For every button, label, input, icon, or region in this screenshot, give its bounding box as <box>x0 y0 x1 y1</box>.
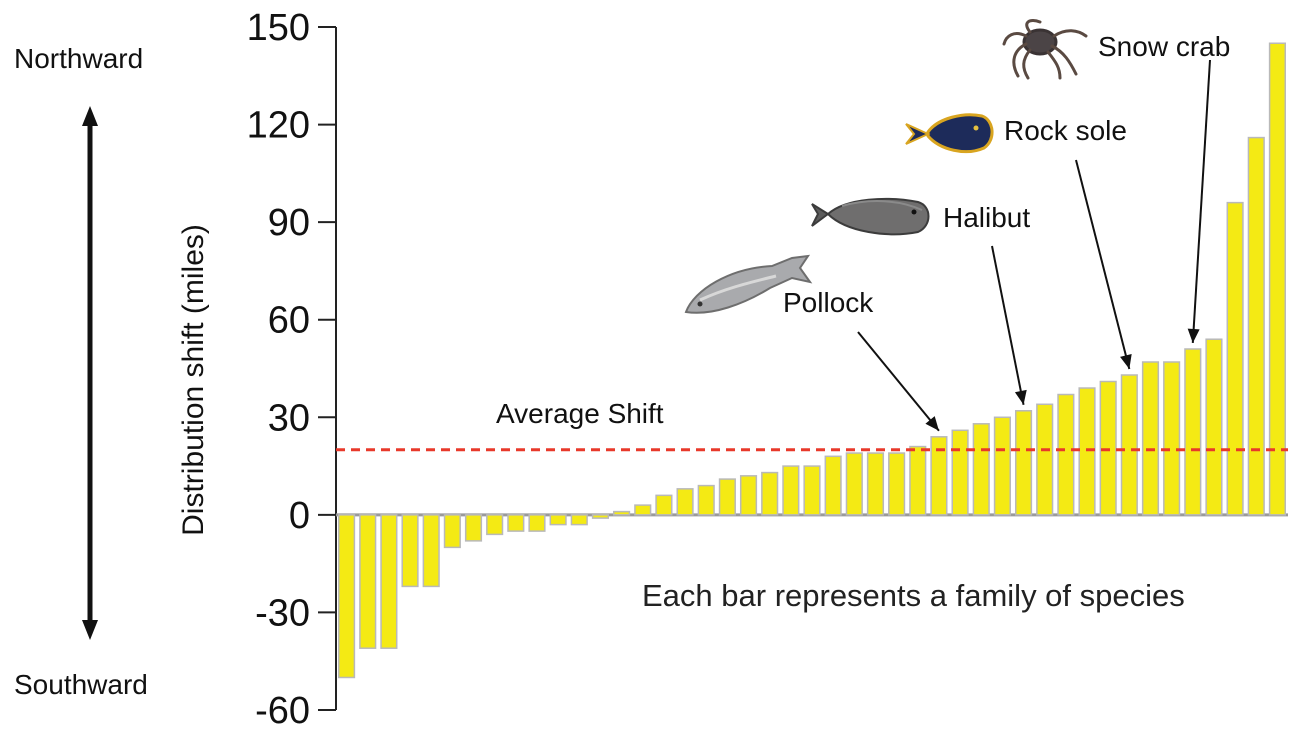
y-axis: -60 -30 0 30 60 90 120 150 <box>247 7 1288 729</box>
bar <box>591 514 610 519</box>
bar <box>1247 136 1265 516</box>
arrowhead-icon <box>1120 353 1132 370</box>
bar <box>613 510 631 516</box>
y-tick-label: 150 <box>247 7 310 49</box>
bar <box>549 514 567 526</box>
bar <box>993 416 1011 516</box>
bar <box>930 436 948 516</box>
halibut-icon <box>811 197 930 236</box>
pollock-label: Pollock <box>783 287 874 318</box>
y-tick-label: -60 <box>255 690 310 729</box>
bar <box>1078 387 1096 516</box>
bar <box>1163 361 1181 516</box>
bar <box>464 514 483 542</box>
southward-label: Southward <box>14 669 148 700</box>
bar <box>1268 42 1286 516</box>
bar <box>1014 410 1033 516</box>
bar <box>528 514 546 532</box>
bar <box>824 455 842 516</box>
arrowhead-icon <box>1187 328 1200 343</box>
annotation-arrow <box>1075 159 1131 370</box>
bar <box>1120 374 1138 516</box>
bar <box>443 514 461 549</box>
bar <box>401 514 419 588</box>
down-arrow-icon <box>82 620 98 640</box>
bar <box>570 514 588 526</box>
bar-explanation-note: Each bar represents a family of species <box>642 578 1185 613</box>
bar <box>422 514 440 588</box>
direction-indicator: Northward Southward <box>14 43 148 700</box>
bar <box>803 465 821 516</box>
bar <box>866 452 885 516</box>
bar <box>507 514 525 532</box>
y-tick-label: 30 <box>268 397 310 439</box>
bar <box>1036 403 1054 516</box>
bars <box>338 42 1286 679</box>
arrowhead-icon <box>925 416 939 431</box>
y-tick-label: 0 <box>289 495 310 537</box>
y-tick-label: -30 <box>255 592 310 634</box>
bar <box>761 471 779 516</box>
annotation-arrow <box>991 245 1025 405</box>
bar <box>782 465 800 516</box>
up-arrow-icon <box>82 106 98 126</box>
annotation-arrow <box>857 331 940 432</box>
bar <box>1205 338 1223 516</box>
bar <box>845 452 863 516</box>
snow-crab-label: Snow crab <box>1098 31 1230 62</box>
pollock-icon <box>684 254 813 314</box>
bar <box>951 429 969 516</box>
bar <box>1184 348 1202 516</box>
arrowhead-icon <box>1014 389 1027 405</box>
halibut-label: Halibut <box>943 202 1030 233</box>
bar <box>676 488 694 516</box>
bar <box>972 423 990 516</box>
rock-sole-label: Rock sole <box>1004 115 1127 146</box>
rock-sole-icon <box>905 113 994 154</box>
y-tick-label: 90 <box>268 202 310 244</box>
bar <box>338 514 356 679</box>
bar <box>380 514 398 649</box>
bar <box>1057 393 1075 516</box>
northward-label: Northward <box>14 43 143 74</box>
y-tick-label: 60 <box>268 300 310 342</box>
bar <box>1141 361 1160 516</box>
snow-crab-icon <box>1002 18 1088 80</box>
bar <box>1226 201 1244 516</box>
bar <box>634 504 652 516</box>
bar <box>359 514 377 649</box>
y-tick-label: 120 <box>247 105 310 147</box>
y-axis-label: Distribution shift (miles) <box>177 224 210 536</box>
bar <box>718 478 736 516</box>
bar <box>697 484 715 516</box>
annotation-arrow <box>1191 59 1211 344</box>
average-shift-label: Average Shift <box>496 398 664 429</box>
bar <box>739 475 758 516</box>
bar <box>655 494 673 516</box>
species-arrows <box>857 59 1211 432</box>
bar <box>1099 380 1117 516</box>
bar <box>888 452 906 516</box>
bar <box>909 445 927 516</box>
bar <box>486 514 504 536</box>
